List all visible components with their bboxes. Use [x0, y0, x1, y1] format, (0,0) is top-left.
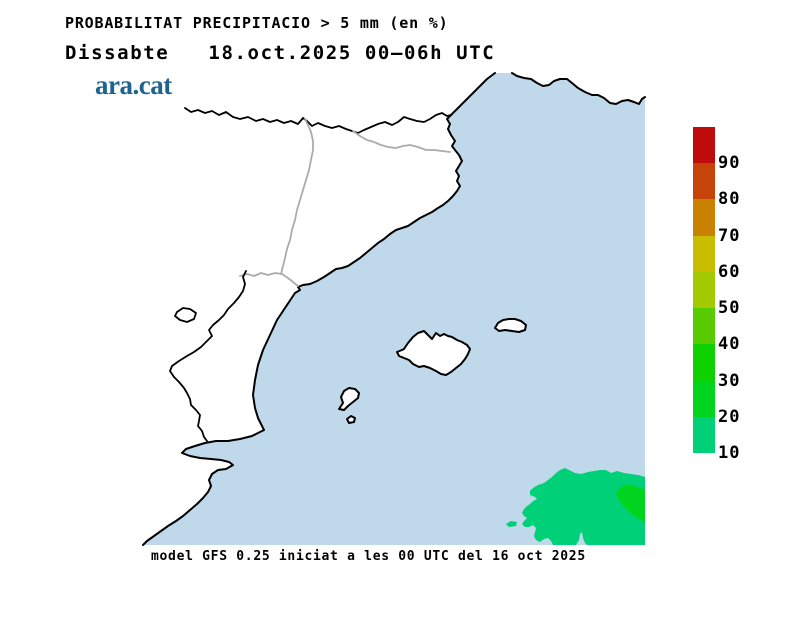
colorbar-label: 60: [718, 262, 740, 282]
border-enclave: [175, 308, 196, 322]
colorbar-label: 80: [718, 189, 740, 209]
colorbar-label: 50: [718, 298, 740, 318]
colorbar-segment-60-70: [693, 236, 715, 272]
colorbar-segment-50-60: [693, 272, 715, 308]
island-formentera: [347, 416, 355, 423]
model-info-caption: model GFS 0.25 iniciat a les 00 UTC del …: [151, 549, 586, 564]
border-pyrenees: [185, 108, 451, 133]
colorbar-label: 30: [718, 371, 740, 391]
colorbar-label: 70: [718, 226, 740, 246]
colorbar-segment-20-30: [693, 381, 715, 417]
colorbar-label: 90: [718, 153, 740, 173]
colorbar-label: 10: [718, 443, 740, 463]
colorbar: [693, 127, 715, 453]
map: [0, 0, 800, 617]
colorbar-segment-70-80: [693, 199, 715, 235]
colorbar-segment-80-90: [693, 163, 715, 199]
colorbar-segment-90-100: [693, 127, 715, 163]
colorbar-segment-30-40: [693, 344, 715, 380]
border-valencia-aragon: [170, 271, 246, 441]
island-menorca: [495, 319, 526, 332]
border-france-region: [353, 131, 450, 152]
colorbar-label: 20: [718, 407, 740, 427]
colorbar-label: 40: [718, 334, 740, 354]
border-catalonia-valencia: [240, 273, 298, 286]
weather-map-page: PROBABILITAT PRECIPITACIO > 5 mm (en %) …: [0, 0, 800, 617]
colorbar-segment-10-20: [693, 417, 715, 453]
colorbar-segment-40-50: [693, 308, 715, 344]
border-catalonia-aragon: [281, 119, 313, 274]
